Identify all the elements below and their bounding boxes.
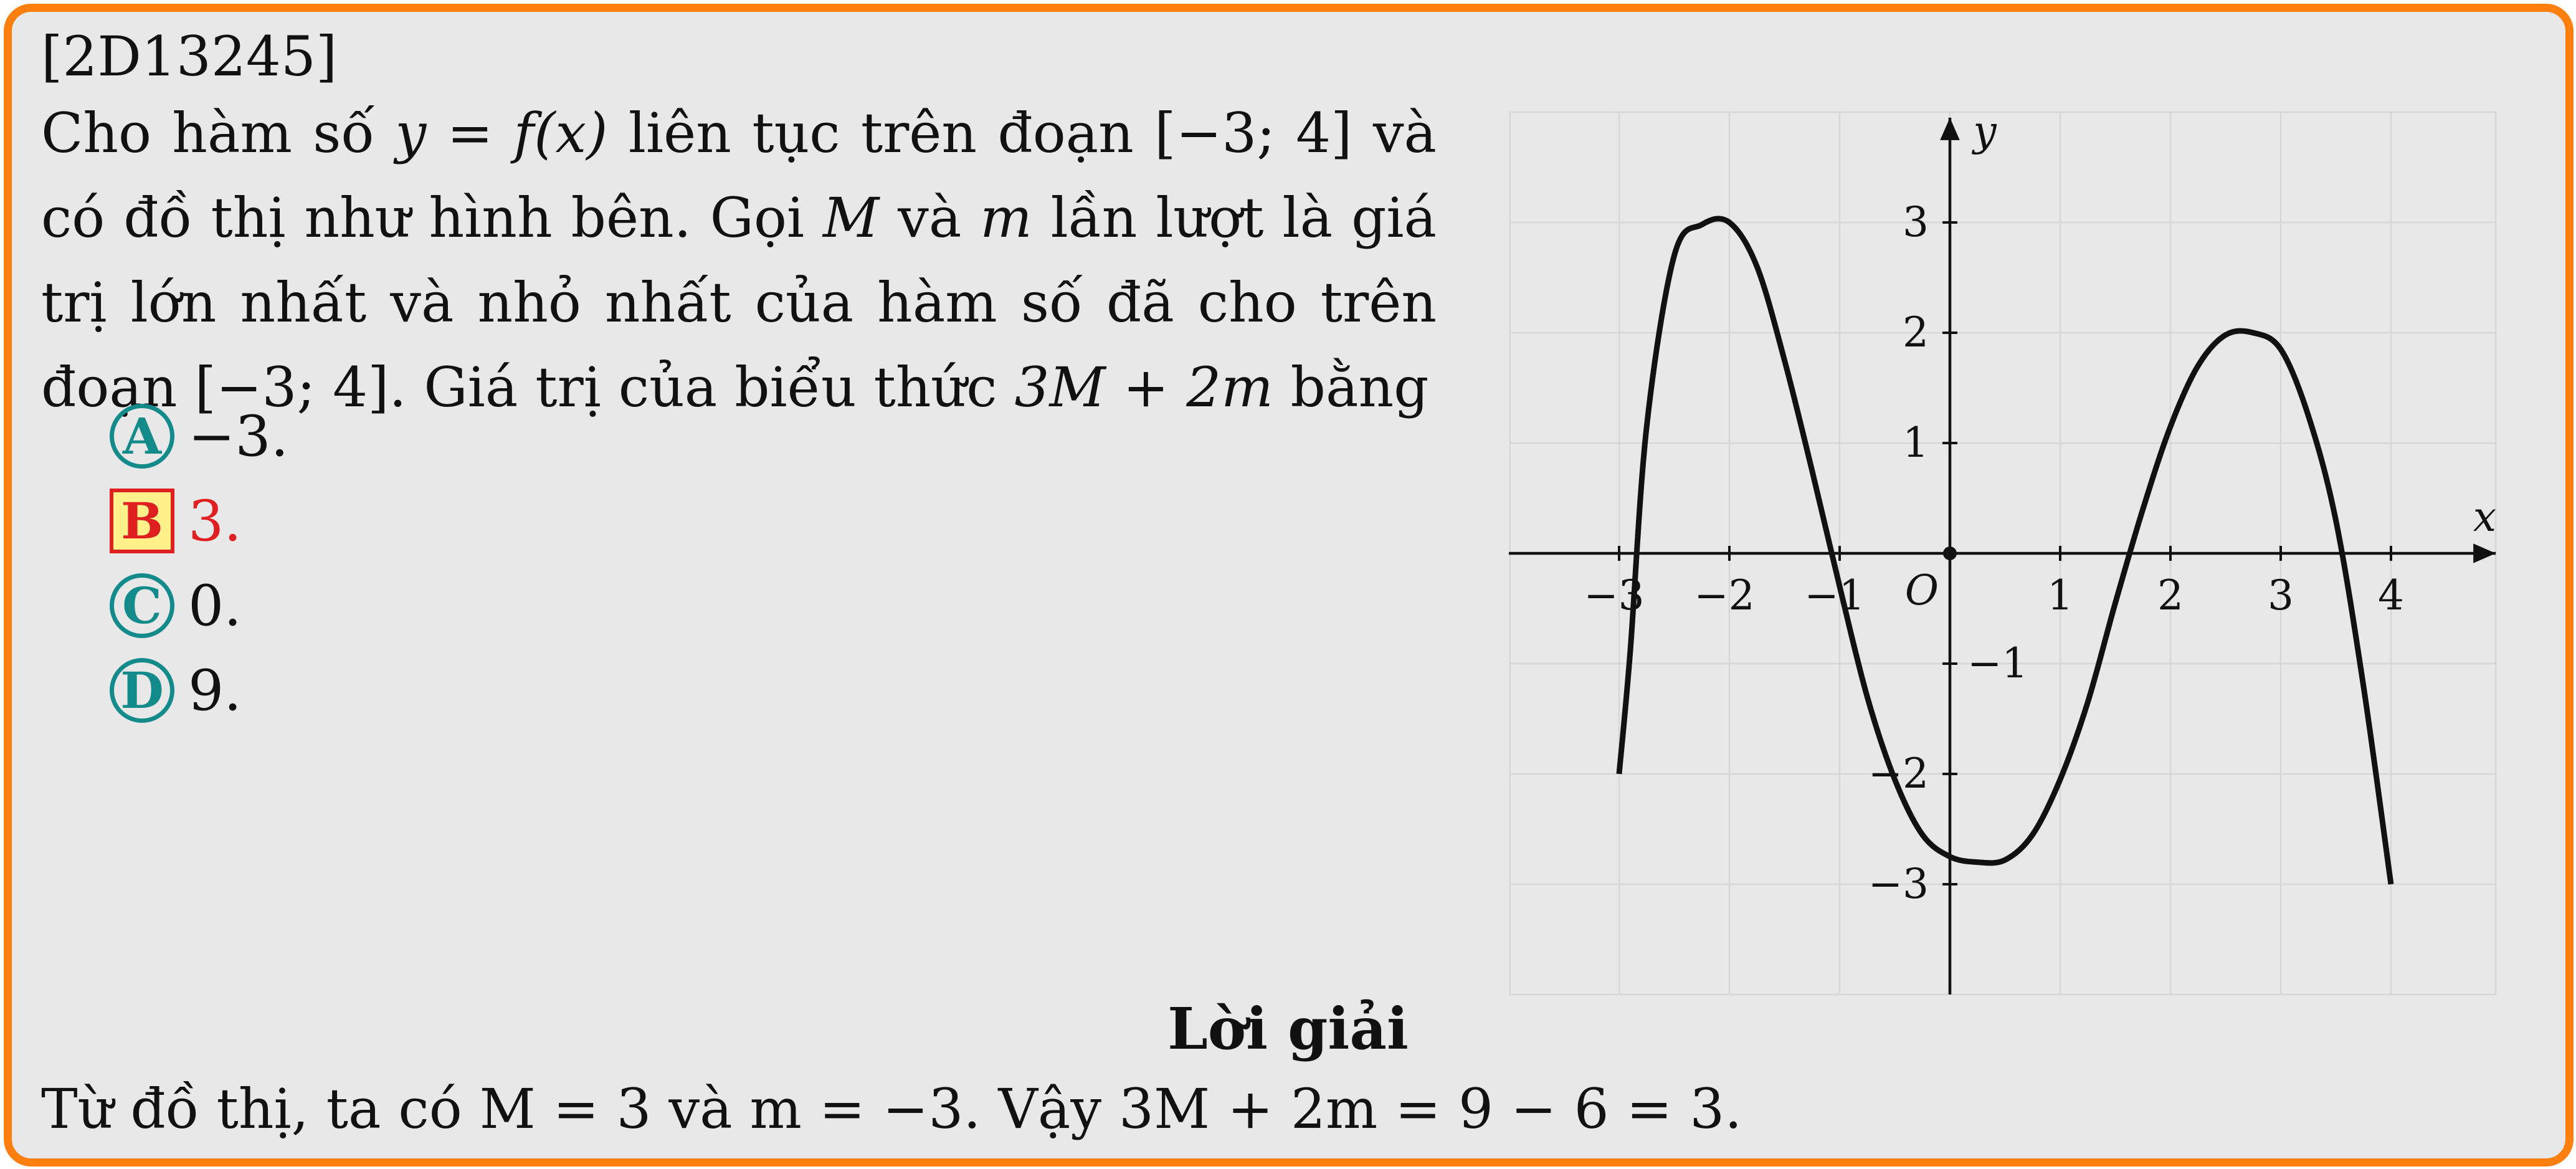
x-tick-label: 1 xyxy=(2047,571,2073,619)
x-tick-label: −2 xyxy=(1694,571,1754,619)
choice-c-text: 0. xyxy=(188,573,242,639)
question-stem: Cho hàm số y = f(x) liên tục trên đoạn [… xyxy=(41,91,1437,430)
choice-a-text: −3. xyxy=(188,403,289,469)
stem-text: bằng xyxy=(1273,355,1429,419)
origin-label: O xyxy=(1905,566,1939,614)
stem-text: . Giá trị của biểu thức xyxy=(389,355,1015,419)
choice-c[interactable]: C 0. xyxy=(110,568,242,643)
y-tick-label: −3 xyxy=(1868,860,1929,908)
tick-labels: −3 −2 −1 1 2 3 4 −3 −2 −1 1 2 3 Ox y xyxy=(1584,107,2496,908)
choice-b-text: 3. xyxy=(188,488,242,554)
choice-b[interactable]: B 3. xyxy=(110,484,242,558)
problem-code: [2D13245] xyxy=(41,24,338,88)
y-axis-label: y xyxy=(1971,107,1997,155)
x-tick-label: −3 xyxy=(1584,571,1644,619)
stem-interval: [−3; 4] xyxy=(1154,101,1352,165)
stem-math: M xyxy=(823,186,880,250)
choice-b-badge[interactable]: B xyxy=(110,489,174,553)
y-tick-label: −1 xyxy=(1967,639,2028,687)
x-axis-label: x xyxy=(2473,493,2496,541)
axes xyxy=(1509,117,2496,995)
stem-math: m xyxy=(980,186,1032,250)
x-tick-label: 2 xyxy=(2157,571,2184,619)
stem-text: liên tục trên đoạn xyxy=(607,101,1155,165)
origin-point xyxy=(1943,546,1957,560)
choice-d[interactable]: D 9. xyxy=(110,653,242,728)
x-tick-label: 4 xyxy=(2378,571,2404,619)
stem-interval: [−3; 4] xyxy=(194,355,389,419)
function-graph: −3 −2 −1 1 2 3 4 −3 −2 −1 1 2 3 Ox y xyxy=(1509,107,2497,996)
stem-text: và có đồ thị như hình bên. Gọi xyxy=(41,101,1437,250)
problem-card xyxy=(4,4,2574,1167)
y-tick-label: −2 xyxy=(1868,750,1929,798)
choice-d-badge[interactable]: D xyxy=(110,658,174,723)
stem-text: Cho hàm số xyxy=(41,101,396,165)
y-tick-label: 1 xyxy=(1903,419,1929,467)
stem-math: y = f(x) xyxy=(395,101,608,165)
choice-a[interactable]: A −3. xyxy=(110,399,288,474)
y-tick-label: 2 xyxy=(1903,308,1929,356)
solution-title: Lời giải xyxy=(1167,995,1409,1062)
x-tick-label: 3 xyxy=(2268,571,2294,619)
function-curve xyxy=(1616,216,2394,885)
stem-text: và xyxy=(879,186,981,250)
choice-c-badge[interactable]: C xyxy=(110,573,174,638)
choice-d-text: 9. xyxy=(188,657,242,723)
solution-text: Từ đồ thị, ta có M = 3 và m = −3. Vậy 3M… xyxy=(41,1077,1742,1141)
curve-layer xyxy=(1616,216,2394,885)
y-tick-label: 3 xyxy=(1903,198,1929,246)
x-tick-label: −1 xyxy=(1804,571,1865,619)
choice-a-badge[interactable]: A xyxy=(110,404,174,469)
stem-math: 3M + 2m xyxy=(1014,355,1273,419)
